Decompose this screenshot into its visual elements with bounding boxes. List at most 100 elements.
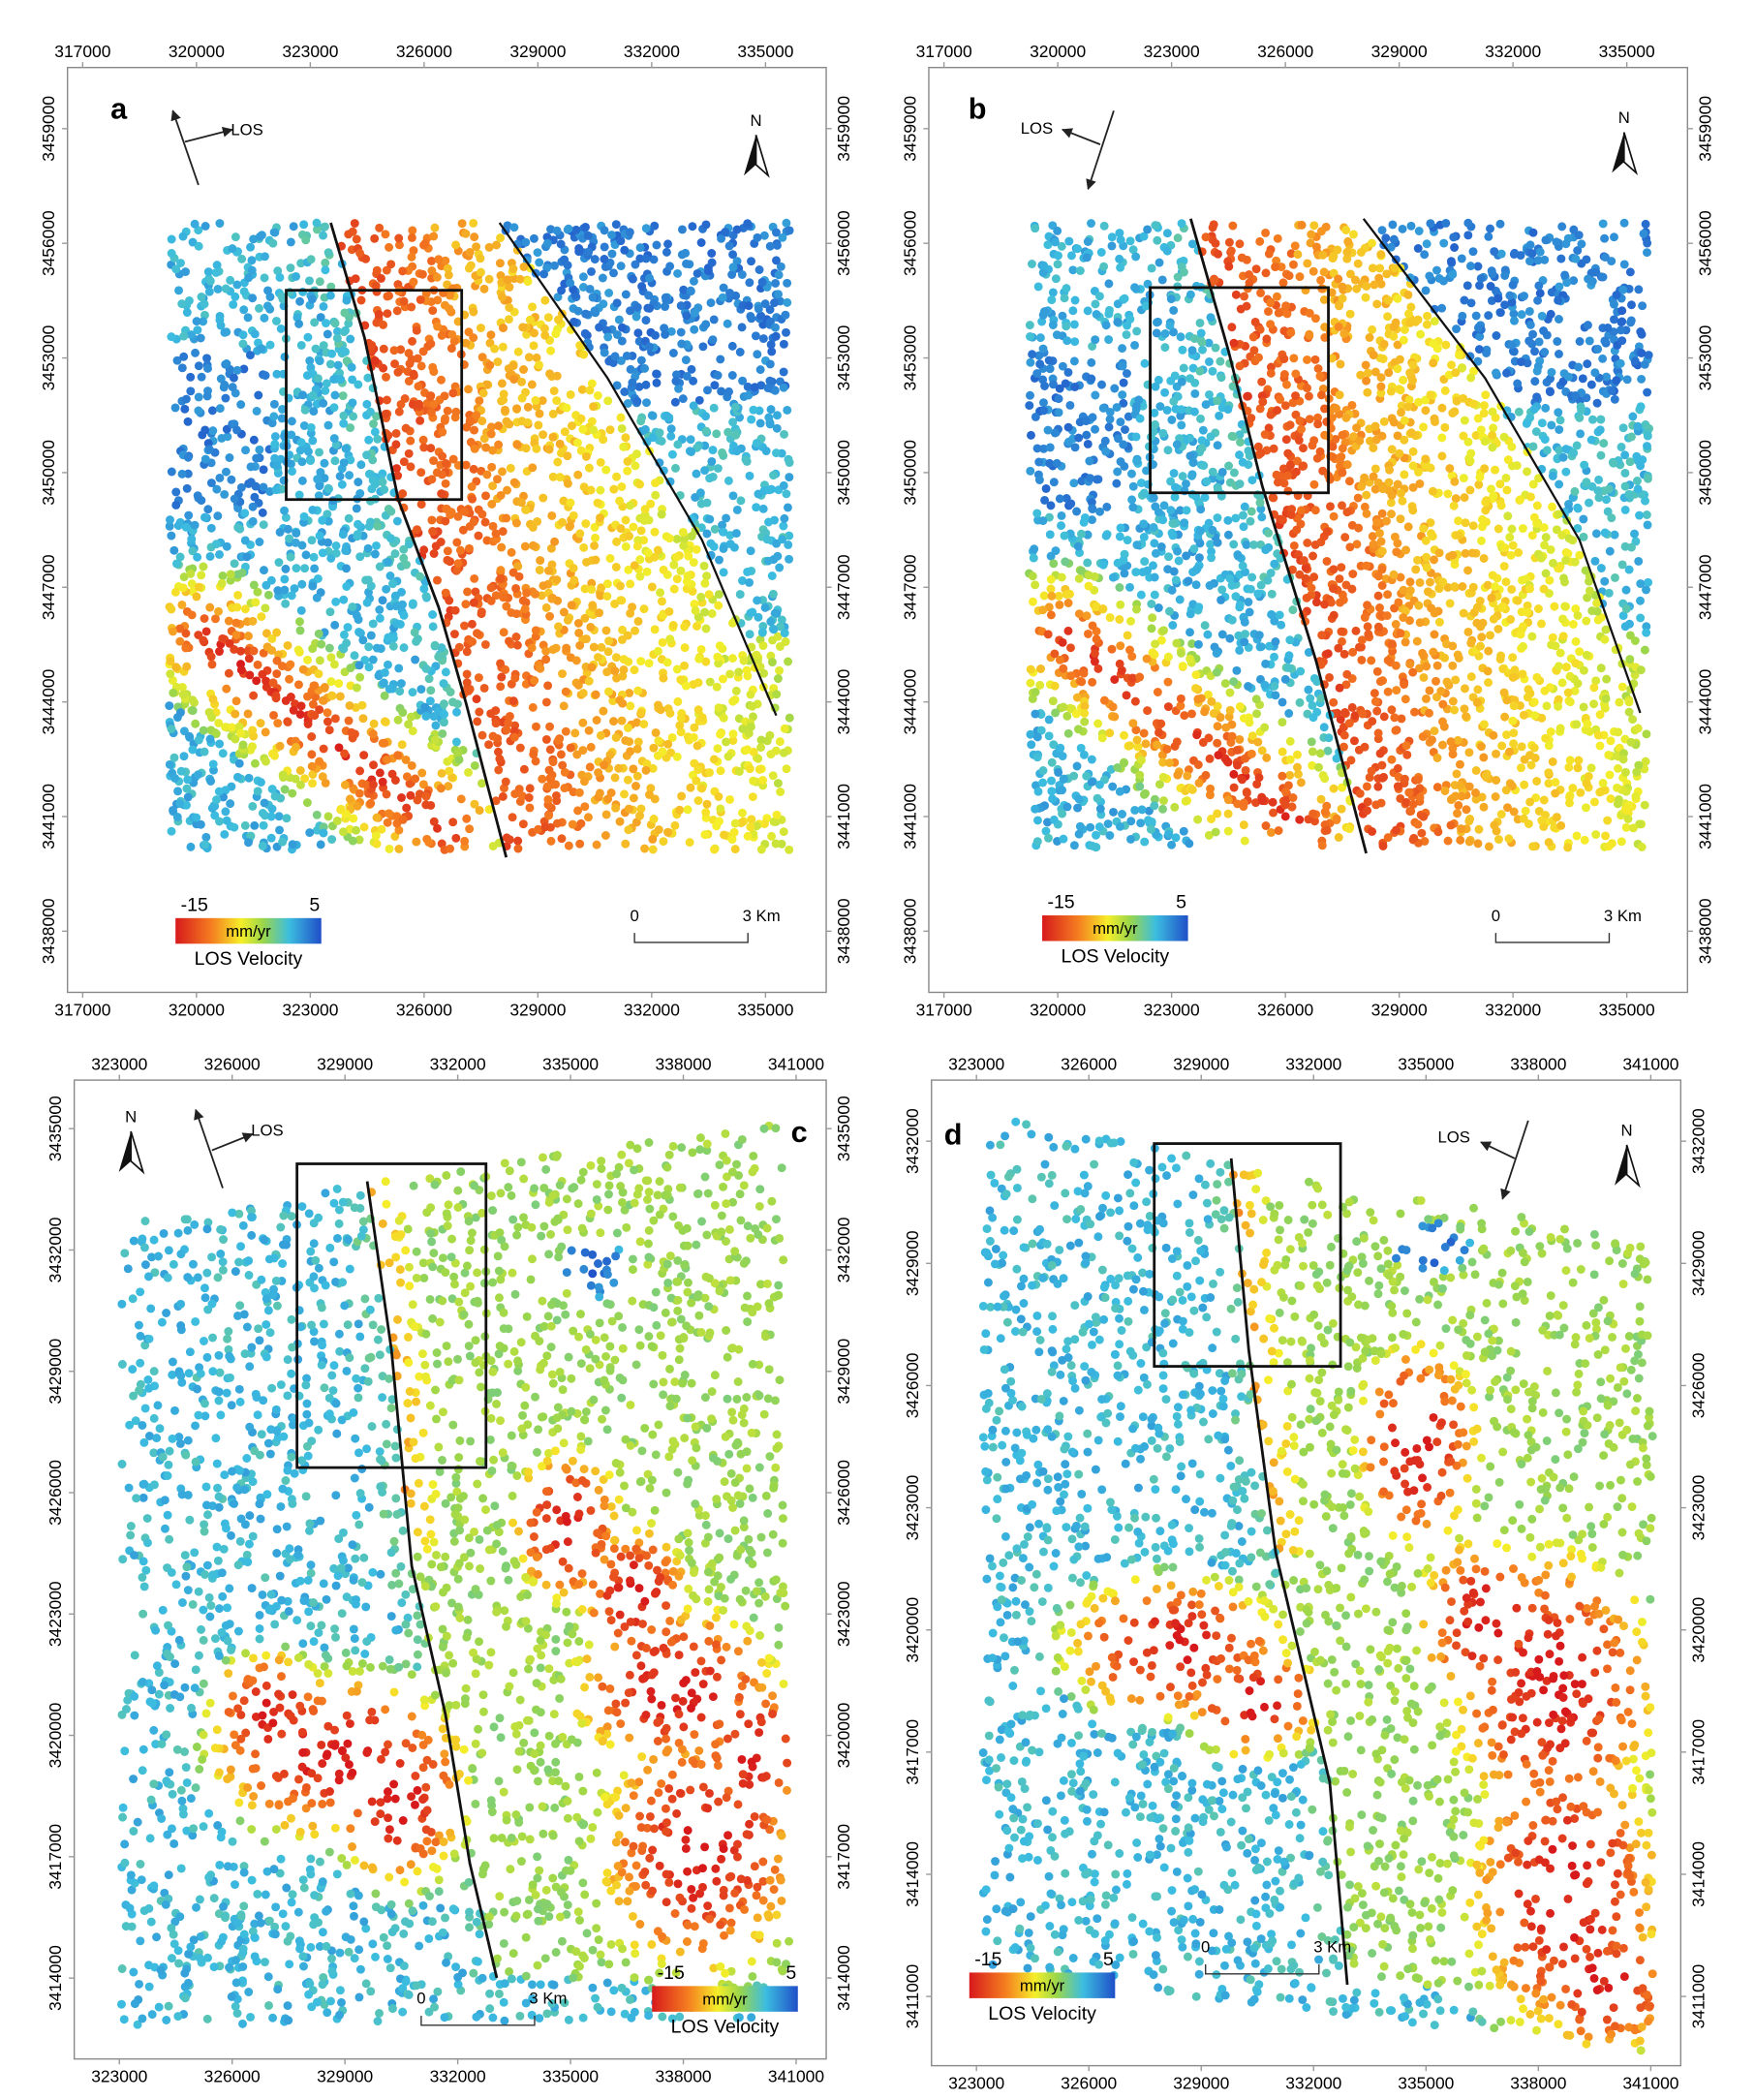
ps-point — [391, 440, 401, 449]
ps-point — [479, 683, 489, 693]
ps-point — [600, 226, 609, 235]
ps-point — [768, 589, 778, 599]
ps-point — [200, 614, 209, 623]
ps-point — [659, 837, 668, 847]
ps-point — [555, 473, 565, 482]
ps-point — [702, 571, 711, 581]
ps-point — [193, 552, 202, 562]
ps-point — [780, 429, 789, 439]
ps-point — [620, 387, 630, 396]
ps-point — [194, 406, 203, 416]
x-tick-label: 317000 — [916, 42, 972, 61]
ps-point — [394, 664, 404, 673]
ps-point — [452, 707, 461, 717]
ps-point — [430, 735, 440, 745]
ps-point — [1064, 437, 1073, 447]
ps-point — [681, 248, 691, 258]
ps-point — [767, 658, 777, 667]
ps-point — [177, 299, 187, 309]
ps-point — [528, 540, 538, 550]
ps-point — [783, 405, 792, 415]
ps-point — [686, 783, 695, 792]
ps-point — [609, 717, 618, 726]
ps-point — [203, 505, 213, 514]
ps-point — [775, 665, 784, 675]
ps-point — [372, 540, 381, 550]
ps-point — [1520, 755, 1529, 764]
ps-point — [677, 339, 687, 349]
ps-point — [330, 456, 340, 466]
ps-point — [537, 591, 546, 601]
ps-point — [780, 724, 789, 733]
ps-point — [1498, 602, 1507, 611]
ps-point — [772, 690, 782, 699]
ps-point — [1484, 232, 1493, 241]
ps-point — [339, 630, 349, 639]
y-tick-label: 3459000 — [900, 96, 919, 162]
ps-point — [201, 627, 211, 636]
ps-point — [698, 342, 708, 352]
ps-point — [1628, 715, 1638, 725]
ps-point — [327, 835, 337, 845]
ps-point — [1379, 712, 1389, 722]
ps-point — [407, 302, 416, 312]
ps-point — [369, 719, 379, 728]
ps-point — [678, 527, 688, 537]
ps-point — [611, 653, 621, 663]
ps-point — [480, 639, 490, 649]
ps-point — [448, 454, 458, 464]
ps-point — [399, 544, 409, 554]
ps-point — [519, 764, 529, 774]
ps-point — [397, 740, 407, 750]
legend-unit: mm/yr — [226, 922, 271, 941]
ps-point — [391, 428, 401, 438]
ps-point — [780, 513, 789, 523]
ps-point — [724, 752, 733, 761]
ps-point — [1488, 269, 1497, 279]
ps-point — [183, 775, 193, 785]
ps-point — [269, 412, 279, 421]
ps-point — [475, 396, 484, 406]
ps-point — [373, 434, 383, 444]
ps-point — [288, 840, 297, 849]
ps-point — [1028, 350, 1037, 359]
ps-point — [617, 716, 627, 726]
ps-point — [309, 552, 319, 562]
ps-point — [785, 458, 794, 467]
ps-point — [578, 746, 588, 756]
ps-point — [513, 347, 523, 356]
ps-point — [1367, 656, 1376, 665]
ps-point — [728, 729, 738, 739]
ps-point — [735, 590, 745, 600]
ps-point — [548, 757, 558, 767]
ps-point — [690, 324, 699, 334]
ps-point — [543, 238, 552, 248]
ps-point — [484, 740, 494, 750]
ps-point — [383, 292, 392, 301]
ps-point — [541, 602, 551, 612]
ps-point — [533, 516, 542, 526]
ps-point — [1059, 664, 1068, 673]
ps-point — [332, 817, 342, 825]
ps-point — [294, 617, 304, 627]
ps-point — [728, 417, 738, 427]
ps-point — [1070, 337, 1080, 347]
ps-point — [635, 811, 645, 820]
ps-point — [646, 499, 656, 509]
ps-point — [1387, 755, 1397, 764]
y-tick-label: 3447000 — [834, 554, 853, 620]
ps-point — [743, 219, 753, 229]
ps-point — [713, 652, 723, 662]
ps-point — [1620, 506, 1630, 514]
ps-point — [1507, 442, 1517, 451]
ps-point — [633, 737, 643, 747]
ps-point — [665, 634, 675, 644]
ps-point — [175, 799, 185, 809]
ps-point — [1533, 295, 1543, 305]
ps-point — [295, 766, 305, 775]
ps-point — [641, 380, 651, 389]
ps-point — [724, 427, 733, 437]
ps-point — [259, 482, 268, 492]
ps-point — [597, 642, 606, 652]
ps-point — [744, 301, 754, 311]
